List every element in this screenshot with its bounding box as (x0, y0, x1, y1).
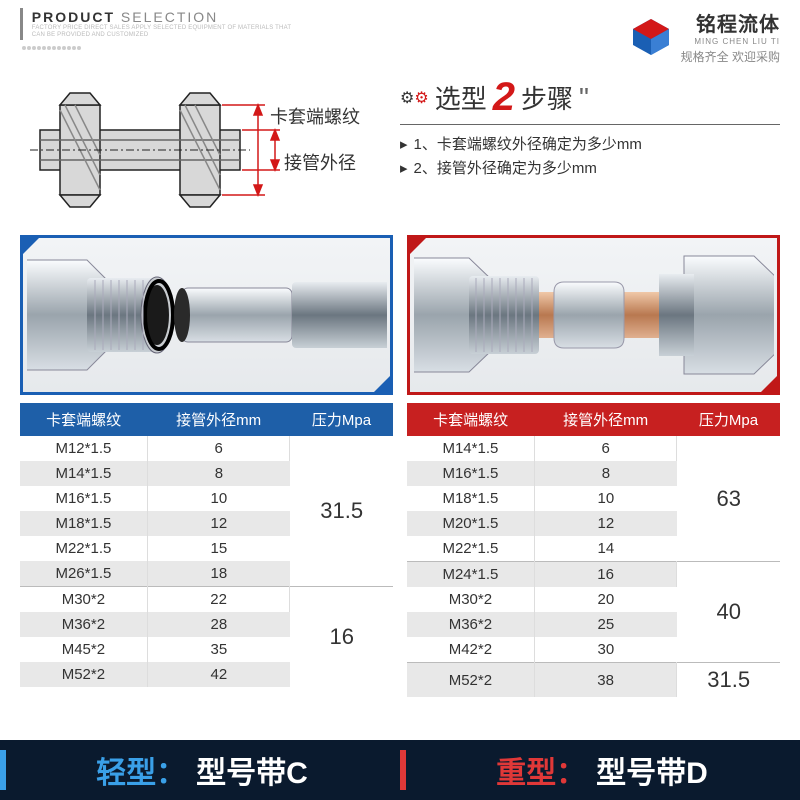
th-od: 接管外径mm (147, 403, 290, 436)
footer-light-value: 型号带C (196, 748, 308, 792)
gear-icon: ⚙⚙ (400, 88, 429, 108)
brand-cn: 铭程流体 (681, 8, 780, 37)
header-subtitle: FACTORY PRICE DIRECT SALES APPLY SELECTE… (32, 25, 292, 39)
step-line-1: 1、卡套端螺纹外径确定为多少mm (400, 133, 780, 154)
th-thread: 卡套端螺纹 (20, 403, 147, 436)
heavy-type-table: 卡套端螺纹接管外径mm压力Mpa M14*1.5663 M16*1.58 M18… (407, 403, 780, 697)
footer-heavy-label: 重型： (492, 746, 590, 794)
brand-block: 铭程流体 MING CHEN LIU TI 规格齐全 欢迎采购 (629, 8, 780, 65)
heavy-pressure-1: 63 (677, 436, 780, 562)
th-pressure: 压力Mpa (290, 403, 393, 436)
heavy-pressure-2: 40 (677, 562, 780, 663)
footer-heavy-value: 型号带D (596, 748, 708, 792)
footer-light: 轻型： 型号带C (0, 740, 400, 800)
heavy-pressure-3: 31.5 (677, 663, 780, 698)
diagram-label-od: 接管外径 (284, 149, 356, 175)
fitting-diagram: 卡套端螺纹 接管外径 (20, 75, 370, 225)
dots-decoration (22, 42, 292, 53)
th-pressure: 压力Mpa (677, 403, 780, 436)
brand-logo-icon (629, 15, 673, 59)
steps-title-num: 2 (493, 75, 515, 120)
header-bold: PRODUCT (32, 9, 115, 25)
light-pressure-2: 16 (290, 587, 393, 688)
product-selection-label: PRODUCT SELECTION FACTORY PRICE DIRECT S… (20, 8, 292, 65)
th-thread: 卡套端螺纹 (407, 403, 534, 436)
header-light: SELECTION (121, 9, 218, 25)
steps-title-post: 步骤 (521, 79, 573, 116)
page-header: PRODUCT SELECTION FACTORY PRICE DIRECT S… (0, 0, 800, 69)
footer-bar: 轻型： 型号带C 重型： 型号带D (0, 740, 800, 800)
light-type-table: 卡套端螺纹接管外径mm压力Mpa M12*1.5631.5 M14*1.58 M… (20, 403, 393, 697)
light-type-photo (20, 235, 393, 395)
selection-steps: ⚙⚙ 选型 2 步骤 " 1、卡套端螺纹外径确定为多少mm 2、接管外径确定为多… (390, 75, 780, 225)
diagram-label-thread: 卡套端螺纹 (270, 103, 360, 129)
step-line-2: 2、接管外径确定为多少mm (400, 157, 780, 178)
th-od: 接管外径mm (534, 403, 677, 436)
heavy-type-photo (407, 235, 780, 395)
steps-title-pre: 选型 (435, 79, 487, 116)
light-pressure-1: 31.5 (290, 436, 393, 587)
brand-en: MING CHEN LIU TI (681, 37, 780, 46)
footer-light-label: 轻型： (92, 746, 190, 794)
footer-heavy: 重型： 型号带D (400, 740, 800, 800)
brand-tag: 规格齐全 欢迎采购 (681, 48, 780, 65)
